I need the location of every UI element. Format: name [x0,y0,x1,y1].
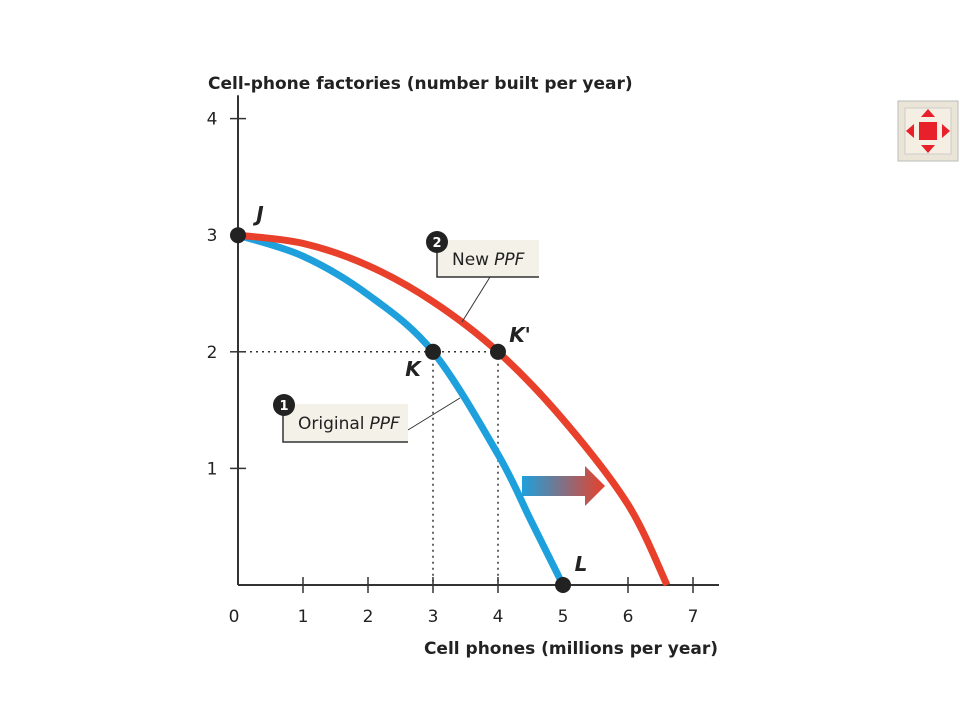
callout: 1 Original PPF [273,394,461,443]
callout-text: Original PPF [298,414,400,434]
callout-box [283,404,408,442]
x-tick-label: 3 [428,607,439,627]
x-tick-label: 7 [688,607,699,627]
point [425,343,441,360]
callout-label: New [452,250,489,270]
y-tick-label: 2 [207,343,218,363]
y-axis-title: Cell-phone factories (number built per y… [208,74,633,94]
x-tick-label: 5 [558,607,569,627]
callout-italic: PPF [370,414,401,434]
callout-number: 2 [432,236,441,251]
callout-text: New PPF [452,250,525,270]
callout: 2 New PPF [426,231,539,323]
point [230,227,246,244]
point [555,577,571,593]
point-label: L [575,552,588,576]
y-tick-label: 1 [207,459,218,479]
x-tick-label: 4 [493,607,504,627]
callout-number: 1 [279,399,288,414]
ppf-curve [237,231,671,587]
x-tick-label: 0 [229,607,240,627]
point-label: K [405,357,422,381]
point-label: J [252,202,264,226]
expand-icon [897,100,959,162]
callout-border [282,404,408,443]
y-tick-label: 3 [207,226,218,246]
callout-box [437,240,539,277]
callout-italic: PPF [494,250,525,270]
shift-arrow [522,466,605,506]
point-label: K' [509,323,531,347]
callout-leader [407,397,461,431]
callout-badge [426,231,448,253]
x-tick-label: 6 [623,607,634,627]
point [490,343,506,360]
y-tick-label: 4 [207,110,218,130]
callout-leader [461,276,491,323]
x-tick-label: 2 [363,607,374,627]
x-tick-label: 1 [298,607,309,627]
x-axis-title: Cell phones (millions per year) [424,639,718,659]
callout-label: Original [298,414,365,434]
callout-badge [273,394,295,416]
